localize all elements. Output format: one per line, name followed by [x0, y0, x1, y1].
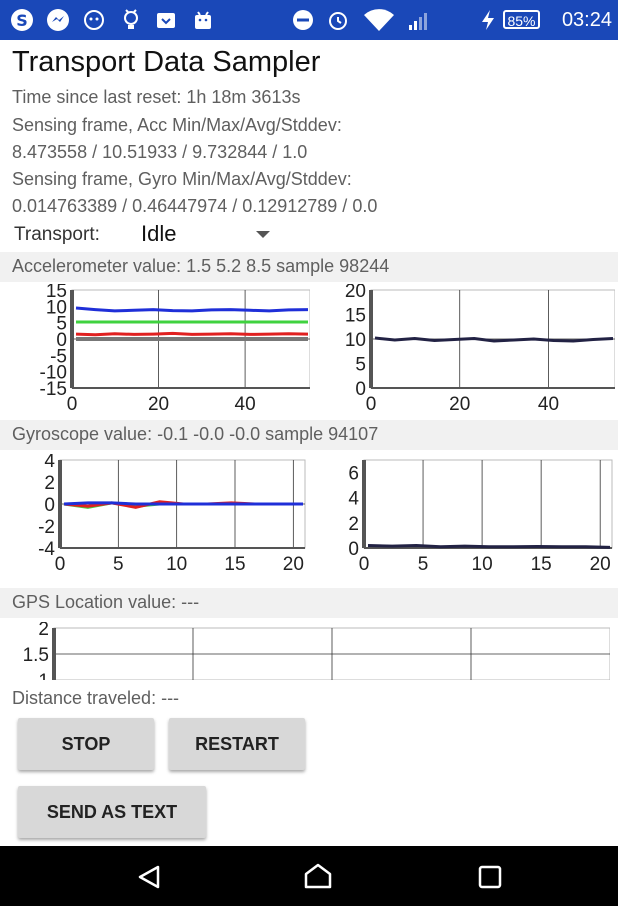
gps-value: GPS Location value: ---	[12, 592, 200, 612]
x-tick-label: 20	[283, 554, 304, 575]
x-tick-label: 0	[359, 554, 370, 575]
gyroscope-value: Gyroscope value: -0.1 -0.0 -0.0 sample 9…	[12, 424, 379, 444]
y-tick-label: 0	[348, 539, 359, 560]
series-line	[367, 543, 611, 549]
cat-icon	[80, 0, 108, 40]
x-tick-label: 40	[235, 394, 256, 415]
status-bar: S 85% 03:24	[0, 0, 618, 40]
y-tick-label: 2	[348, 514, 359, 535]
y-tick-label: 0	[355, 379, 366, 400]
bag-icon	[190, 0, 216, 40]
accelerometer-value: Accelerometer value: 1.5 5.2 8.5 sample …	[12, 256, 390, 276]
alarm-icon	[324, 0, 352, 40]
wifi-icon	[362, 0, 396, 40]
x-tick-label: 20	[590, 554, 611, 575]
y-tick-label: -2	[38, 517, 55, 538]
y-tick-label: 1	[38, 671, 49, 680]
gps-row: GPS Location value: ---	[0, 588, 618, 618]
x-tick-label: 10	[166, 554, 187, 575]
x-tick-label: 0	[366, 394, 377, 415]
stop-button[interactable]: STOP	[18, 718, 154, 770]
lightbulb-icon	[118, 0, 144, 40]
x-tick-label: 15	[531, 554, 552, 575]
accelerometer-row: Accelerometer value: 1.5 5.2 8.5 sample …	[0, 252, 618, 282]
x-tick-label: 20	[148, 394, 169, 415]
y-tick-label: 10	[46, 297, 67, 318]
messenger-icon	[44, 0, 72, 40]
y-tick-label: -15	[40, 379, 67, 400]
accelerometer-magnitude-chart: 0 20 40 20 15 10 5 0	[325, 284, 615, 416]
y-tick-label: 20	[345, 284, 366, 302]
x-tick-label: 5	[418, 554, 429, 575]
accelerometer-axes-chart: 0 20 40 15 10 5 0 -5 -10 -15	[10, 284, 310, 416]
send-as-text-button[interactable]: SEND AS TEXT	[18, 786, 206, 838]
dnd-icon	[290, 0, 316, 40]
y-tick-label: 5	[56, 314, 67, 335]
x-tick-label: 0	[67, 394, 78, 415]
battery-indicator: 85%	[503, 10, 540, 29]
chevron-down-icon	[256, 231, 270, 238]
y-tick-label: 6	[348, 464, 359, 485]
charging-icon	[478, 0, 498, 40]
gyroscope-magnitude-chart: 0 5 10 15 20 6 4 2 0	[320, 454, 616, 582]
y-tick-label: 15	[345, 306, 366, 327]
x-tick-label: 20	[449, 394, 470, 415]
y-tick-label: 5	[355, 355, 366, 376]
gyro-stats-header: Sensing frame, Gyro Min/Max/Avg/Stddev:	[12, 169, 352, 189]
series-line	[63, 501, 303, 506]
clock: 03:24	[561, 9, 612, 31]
time-since-reset: Time since last reset: 1h 18m 3613s	[12, 87, 301, 107]
series-line	[374, 336, 614, 343]
y-tick-label: 2	[44, 473, 55, 494]
y-tick-label: 15	[46, 284, 67, 302]
skype-icon: S	[8, 0, 36, 40]
recents-icon[interactable]	[478, 865, 502, 889]
y-tick-label: 2	[38, 622, 49, 640]
x-tick-label: 10	[472, 554, 493, 575]
navigation-bar	[0, 846, 618, 906]
distance-traveled: Distance traveled: ---	[12, 688, 180, 708]
svg-text:S: S	[16, 11, 28, 30]
y-tick-label: -5	[50, 346, 67, 367]
x-tick-label: 15	[224, 554, 245, 575]
page-title: Transport Data Sampler	[12, 46, 321, 78]
x-tick-label: 40	[538, 394, 559, 415]
gyroscope-row: Gyroscope value: -0.1 -0.0 -0.0 sample 9…	[0, 420, 618, 450]
acc-stats-values: 8.473558 / 10.51933 / 9.732844 / 1.0	[12, 142, 308, 162]
acc-stats-header: Sensing frame, Acc Min/Max/Avg/Stddev:	[12, 115, 342, 135]
y-tick-label: 0	[44, 495, 55, 516]
y-tick-label: -4	[38, 539, 55, 560]
back-icon[interactable]	[136, 864, 162, 890]
y-tick-label: 4	[348, 489, 359, 510]
series-line	[75, 306, 309, 313]
gyro-stats-values: 0.014763389 / 0.46447974 / 0.12912789 / …	[12, 196, 378, 216]
restart-button[interactable]: RESTART	[169, 718, 305, 770]
y-tick-label: 0	[56, 330, 67, 351]
series-line	[75, 331, 309, 337]
y-tick-label: 10	[345, 330, 366, 351]
tray-icon	[152, 0, 180, 40]
x-tick-label: 5	[113, 554, 124, 575]
signal-icon	[404, 0, 434, 40]
transport-label: Transport:	[14, 224, 100, 245]
x-tick-label: 0	[55, 554, 66, 575]
transport-value: Idle	[141, 221, 177, 246]
y-tick-label: 4	[44, 454, 55, 472]
gyroscope-axes-chart: 0 5 10 15 20 4 2 0 -2 -4	[10, 454, 310, 582]
transport-spinner[interactable]: Idle	[136, 218, 276, 250]
gps-chart: 21.51	[10, 622, 610, 680]
y-tick-label: -10	[40, 363, 67, 384]
y-tick-label: 1.5	[23, 645, 49, 666]
home-icon[interactable]	[302, 862, 334, 890]
